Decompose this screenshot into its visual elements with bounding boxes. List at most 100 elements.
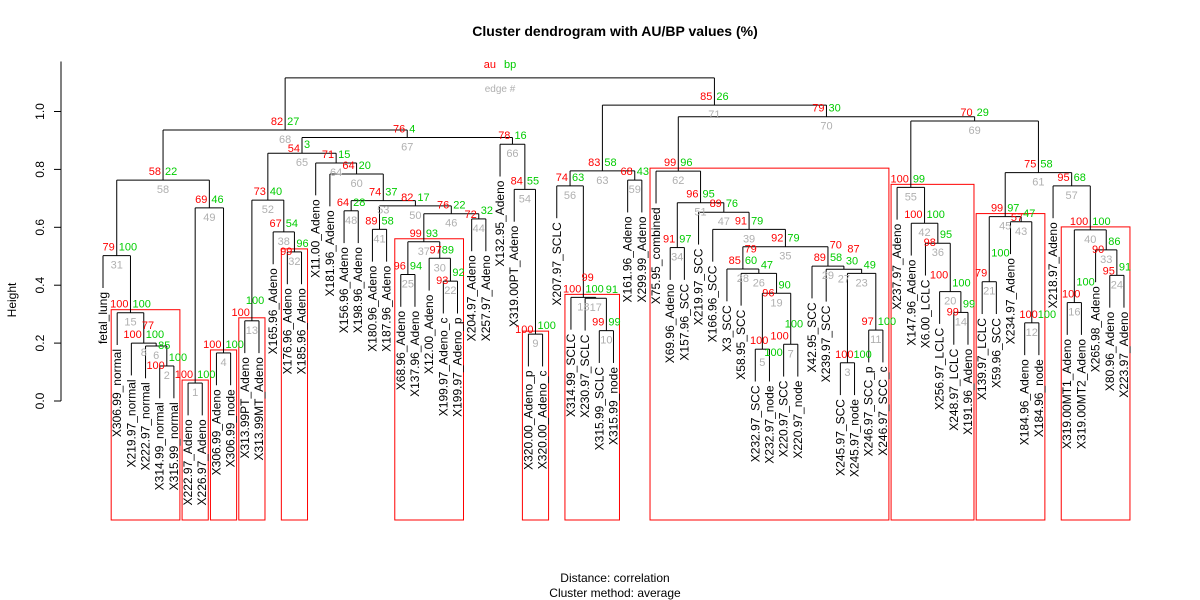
leaf-label: X80.96_Adeno	[1103, 311, 1117, 391]
x-axis-label-method: Cluster method: average	[549, 586, 681, 600]
edge-number: 59	[629, 184, 641, 196]
edge-number: 10	[600, 335, 612, 347]
bp-value: 46	[211, 194, 223, 206]
bp-value: 100	[853, 349, 871, 361]
leaf-label: X191.96_Adeno	[961, 348, 975, 434]
legend-edge: edge #	[485, 84, 516, 95]
au-value: 79	[102, 242, 114, 254]
edge-number: 33	[1100, 254, 1112, 266]
au-value: 96	[686, 189, 698, 201]
leaf-label: X187.96_Adeno	[380, 265, 394, 351]
leaf-label: X248.97_LCLC	[947, 348, 961, 430]
edge-number: 2	[164, 370, 170, 382]
edge-number: 24	[1111, 279, 1123, 291]
edge-number: 11	[870, 334, 881, 346]
edge-number: 57	[1066, 190, 1078, 202]
leaf-label: X232.97_SCC	[748, 385, 762, 462]
au-value: 100	[123, 329, 141, 341]
edge-number: 14	[955, 316, 967, 328]
edge-number: 25	[402, 278, 414, 290]
edge-number: 27	[838, 273, 850, 285]
y-axis-label: Height	[5, 282, 19, 317]
bp-value: 99	[608, 317, 620, 329]
bp-value: 29	[977, 107, 989, 119]
edge-number: 6	[153, 350, 159, 362]
au-value: 99	[664, 157, 676, 169]
au-value: 95	[1057, 172, 1069, 184]
edge-number: 46	[445, 218, 457, 230]
au-value: 100	[110, 299, 128, 311]
bp-value: 47	[1023, 208, 1035, 220]
leaf-label: X306.99_Adeno	[209, 389, 223, 475]
leaf-label: X166.96_SCC	[706, 265, 720, 342]
au-value: 89	[710, 198, 722, 210]
au-value: 73	[254, 186, 266, 198]
edge-number: 70	[820, 121, 832, 133]
bp-value: 99	[963, 298, 975, 310]
au-value: 100	[1062, 289, 1080, 301]
edge-number: 63	[596, 175, 608, 187]
bp-value: 76	[726, 198, 738, 210]
bp-value: 16	[514, 130, 526, 142]
au-value: 100	[563, 283, 581, 295]
bp-value: 96	[296, 238, 308, 250]
edge-number: 52	[262, 204, 274, 216]
au-value: 67	[270, 218, 282, 230]
edge-number: 1	[192, 387, 198, 399]
bp-value: 100	[952, 278, 970, 290]
leaf-label: X256.97_LCLC	[933, 328, 947, 410]
leaf-label: X176.96_Adeno	[280, 288, 294, 374]
au-value: 92	[771, 233, 783, 245]
au-value: 54	[288, 143, 300, 155]
au-value: 93	[436, 275, 448, 287]
bp-value: 28	[353, 197, 365, 209]
y-tick-label: 0.2	[33, 334, 47, 351]
edge-number: 5	[759, 357, 765, 369]
edge-number: 62	[672, 175, 684, 187]
bp-value: 86	[1108, 236, 1120, 248]
bp-value: 17	[417, 192, 429, 204]
au-value: 79	[975, 268, 987, 280]
cluster-rect	[649, 167, 890, 521]
au-value: 99	[991, 203, 1003, 215]
cluster-rect	[394, 238, 464, 521]
leaf-label: X184.96_node	[1032, 359, 1046, 437]
bp-value: 97	[1007, 203, 1019, 215]
cluster-rect	[890, 183, 975, 521]
edge-number: 3	[844, 367, 850, 379]
bp-value: 93	[426, 228, 438, 240]
leaf-label: X299.99_Adeno	[635, 216, 649, 302]
leaf-label: X319.00MT2_Adeno	[1074, 339, 1088, 449]
edge-number: 30	[434, 262, 446, 274]
leaf-label: X313.99PT_Adeno	[238, 357, 252, 459]
au-value: 71	[322, 149, 334, 161]
edge-number: 20	[944, 296, 956, 308]
au-value: 72	[465, 209, 477, 221]
au-value: 58	[149, 166, 161, 178]
bp-value: 100	[197, 369, 215, 381]
edge-number: 35	[779, 251, 791, 263]
au-value: 78	[498, 130, 510, 142]
bp-value: 95	[940, 229, 952, 241]
leaf-label: X58.95_SCC	[734, 309, 748, 379]
edge-number: 18	[577, 301, 589, 313]
leaf-label: X234.97_Adeno	[1004, 258, 1018, 344]
edge-number: 37	[418, 246, 430, 258]
edge-number: 8	[141, 347, 147, 359]
edge-number: 47	[718, 216, 730, 228]
leaf-label: X246.97_SCC_c	[876, 366, 890, 455]
au-value: 83	[588, 157, 600, 169]
bp-value: 79	[787, 233, 799, 245]
bp-value: 58	[382, 215, 394, 227]
leaf-label: X220.97_SCC	[777, 380, 791, 457]
x-axis-label-distance: Distance: correlation	[560, 571, 669, 585]
bp-value: 4	[409, 124, 415, 136]
au-value: 85	[729, 255, 741, 267]
edge-number: 32	[288, 256, 300, 268]
au-value: 68	[621, 166, 633, 178]
leaf-label: X68.96_Adeno	[394, 310, 408, 390]
au-value: 99	[280, 246, 292, 258]
edge-number: 43	[1015, 226, 1027, 238]
au-value: 76	[393, 124, 405, 136]
